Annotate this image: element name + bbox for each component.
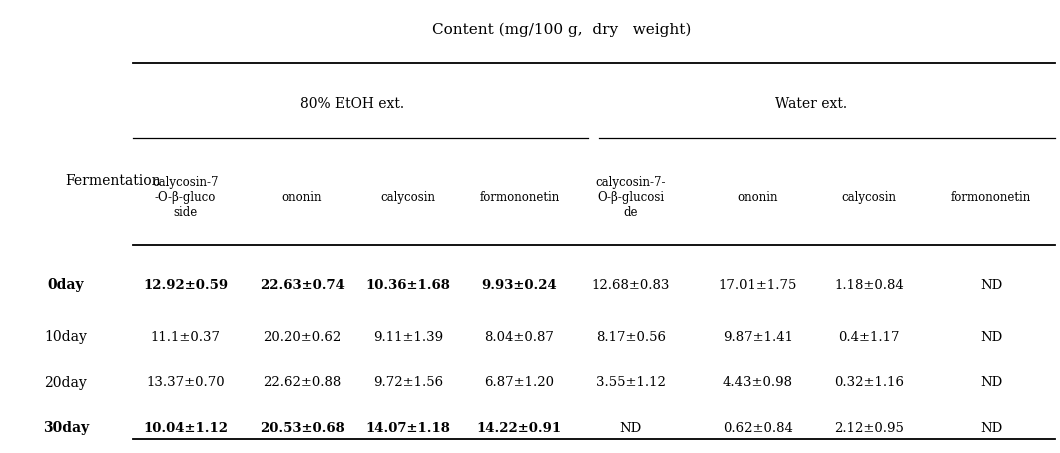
Text: 0.32±1.16: 0.32±1.16: [834, 376, 904, 389]
Text: 22.63±0.74: 22.63±0.74: [260, 279, 344, 292]
Text: formononetin: formononetin: [479, 191, 560, 203]
Text: Fermentation: Fermentation: [66, 174, 161, 188]
Text: Content (mg/100 g,  dry   weight): Content (mg/100 g, dry weight): [432, 22, 691, 37]
Text: ononin: ononin: [282, 191, 322, 203]
Text: 4.43±0.98: 4.43±0.98: [723, 376, 793, 389]
Text: calycosin: calycosin: [842, 191, 897, 203]
Text: ND: ND: [620, 422, 641, 434]
Text: 0.4±1.17: 0.4±1.17: [838, 331, 900, 344]
Text: ononin: ononin: [738, 191, 778, 203]
Text: 2.12±0.95: 2.12±0.95: [834, 422, 904, 434]
Text: calycosin-7-
O-β-glucosi
de: calycosin-7- O-β-glucosi de: [596, 176, 666, 218]
Text: ND: ND: [980, 422, 1002, 434]
Text: 20.53±0.68: 20.53±0.68: [260, 422, 344, 434]
Text: 11.1±0.37: 11.1±0.37: [151, 331, 220, 344]
Text: 1.18±0.84: 1.18±0.84: [834, 279, 904, 292]
Text: calycosin: calycosin: [381, 191, 436, 203]
Text: ND: ND: [980, 331, 1002, 344]
Text: 0.62±0.84: 0.62±0.84: [723, 422, 793, 434]
Text: ND: ND: [980, 376, 1002, 389]
Text: 20.20±0.62: 20.20±0.62: [263, 331, 341, 344]
Text: 6.87±1.20: 6.87±1.20: [484, 376, 554, 389]
Text: 9.93±0.24: 9.93±0.24: [481, 279, 558, 292]
Text: 3.55±1.12: 3.55±1.12: [596, 376, 666, 389]
Text: 10.36±1.68: 10.36±1.68: [366, 279, 450, 292]
Text: formononetin: formononetin: [951, 191, 1031, 203]
Text: 8.04±0.87: 8.04±0.87: [484, 331, 554, 344]
Text: 13.37±0.70: 13.37±0.70: [146, 376, 225, 389]
Text: 10day: 10day: [45, 331, 87, 344]
Text: 9.87±1.41: 9.87±1.41: [723, 331, 793, 344]
Text: 20day: 20day: [45, 376, 87, 390]
Text: 8.17±0.56: 8.17±0.56: [596, 331, 666, 344]
Text: ND: ND: [980, 279, 1002, 292]
Text: 0day: 0day: [48, 279, 84, 292]
Text: 30day: 30day: [42, 421, 89, 435]
Text: Water ext.: Water ext.: [775, 97, 847, 111]
Text: 22.62±0.88: 22.62±0.88: [263, 376, 341, 389]
Text: calycosin-7
-O-β-gluco
side: calycosin-7 -O-β-gluco side: [153, 176, 218, 218]
Text: 17.01±1.75: 17.01±1.75: [719, 279, 797, 292]
Text: 10.04±1.12: 10.04±1.12: [143, 422, 228, 434]
Text: 14.22±0.91: 14.22±0.91: [477, 422, 562, 434]
Text: 12.68±0.83: 12.68±0.83: [591, 279, 670, 292]
Text: 12.92±0.59: 12.92±0.59: [143, 279, 228, 292]
Text: 9.72±1.56: 9.72±1.56: [373, 376, 443, 389]
Text: 14.07±1.18: 14.07±1.18: [366, 422, 450, 434]
Text: 9.11±1.39: 9.11±1.39: [373, 331, 443, 344]
Text: 80% EtOH ext.: 80% EtOH ext.: [300, 97, 405, 111]
